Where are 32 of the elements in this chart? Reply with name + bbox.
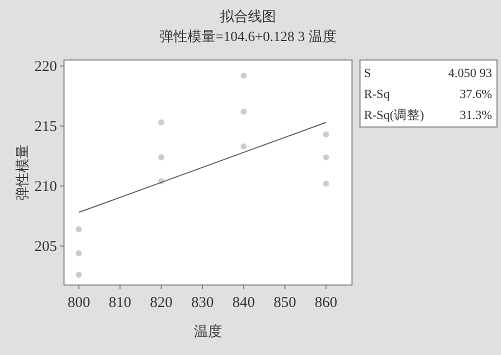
chart-subtitle: 弹性模量=104.6+0.128 3 温度 bbox=[160, 29, 336, 45]
y-axis-title: 弹性模量 bbox=[15, 144, 31, 200]
point bbox=[240, 143, 247, 150]
y-tick-label: 210 bbox=[34, 179, 57, 195]
x-axis-title: 温度 bbox=[194, 324, 222, 340]
point bbox=[323, 154, 330, 160]
x-tick-label: 850 bbox=[274, 295, 296, 311]
y-tick-label: 220 bbox=[34, 59, 57, 75]
x-tick-label: 820 bbox=[150, 295, 172, 311]
x-tick-label: 840 bbox=[232, 295, 255, 311]
x-tick-label: 800 bbox=[68, 295, 90, 311]
text: 37.6% bbox=[460, 87, 492, 101]
point bbox=[323, 180, 330, 187]
point bbox=[323, 131, 330, 138]
x-tick-label: 810 bbox=[108, 295, 132, 311]
text: R-Sq bbox=[364, 87, 390, 101]
point bbox=[158, 154, 164, 160]
point bbox=[240, 108, 247, 115]
text: 31.3% bbox=[460, 108, 492, 122]
text: S bbox=[364, 66, 371, 80]
point bbox=[76, 272, 82, 278]
x-tick-label: 860 bbox=[314, 295, 338, 311]
chart-title: 拟合线图 bbox=[220, 9, 276, 25]
y-tick-label: 205 bbox=[34, 239, 57, 255]
point bbox=[76, 226, 82, 232]
x-tick-label: 830 bbox=[191, 295, 214, 311]
point bbox=[240, 72, 247, 79]
y-tick-label: 215 bbox=[34, 119, 57, 135]
text: 4.050 93 bbox=[448, 66, 492, 80]
point bbox=[158, 119, 164, 126]
text: R-Sq(调整) bbox=[364, 108, 424, 122]
point bbox=[76, 250, 82, 256]
